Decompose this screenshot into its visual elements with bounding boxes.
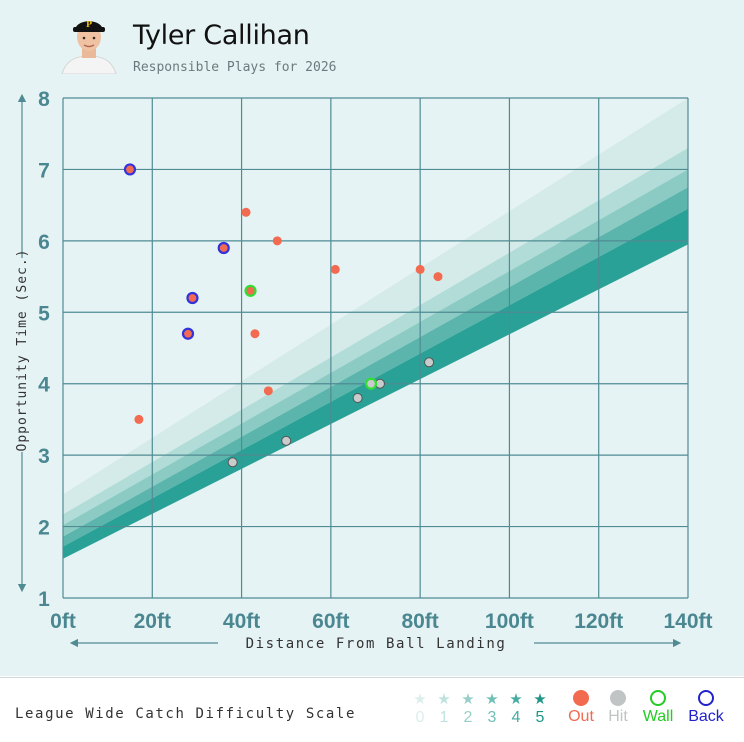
star-icon: ★ <box>509 691 523 708</box>
legend-label: Hit <box>608 708 628 725</box>
x-tick-label: 80ft <box>401 610 438 633</box>
legend-out: Out <box>556 690 606 726</box>
player-name: Tyler Callihan <box>133 20 310 51</box>
back-point <box>186 291 199 305</box>
back-point <box>123 163 137 176</box>
legend-wall: Wall <box>633 690 683 726</box>
y-tick-label: 6 <box>38 231 50 254</box>
out-point <box>272 236 282 246</box>
star-2: ★ 2 <box>458 692 478 728</box>
star-icon: ★ <box>533 691 547 708</box>
star-icon: ★ <box>413 691 427 708</box>
star-0: ★ 0 <box>410 692 430 728</box>
x-tick-label: 20ft <box>134 610 171 633</box>
star-label: 1 <box>439 709 449 726</box>
x-tick-label: 120ft <box>574 610 623 633</box>
difficulty-band-2 <box>63 148 688 526</box>
x-tick-label: 100ft <box>485 610 534 633</box>
star-label: 2 <box>463 709 473 726</box>
difficulty-band-4 <box>63 187 688 547</box>
star-1: ★ 1 <box>434 692 454 728</box>
x-tick-label: 0ft <box>50 610 76 633</box>
difficulty-scale-title: League Wide Catch Difficulty Scale <box>15 706 356 722</box>
svg-text:P: P <box>86 19 92 29</box>
legend-hit: Hit <box>593 690 643 726</box>
star-5: ★ 5 <box>530 692 550 728</box>
wall-point <box>364 377 378 390</box>
out-point <box>263 386 273 396</box>
y-tick-label: 8 <box>38 88 50 111</box>
y-axis-title: Opportunity Time (Sec.) <box>15 248 30 451</box>
x-tick-label: 60ft <box>312 610 349 633</box>
chart-subtitle: Responsible Plays for 2026 <box>133 60 337 75</box>
star-label: 3 <box>487 709 497 726</box>
legend-label: Back <box>688 708 724 725</box>
hit-point <box>281 435 292 446</box>
back-point <box>217 241 230 255</box>
star-label: 0 <box>415 709 425 726</box>
legend-marker-icon <box>650 690 666 706</box>
legend-marker-icon <box>698 690 714 706</box>
y-tick-label: 1 <box>38 588 50 611</box>
star-label: 5 <box>535 709 545 726</box>
y-tick-label: 2 <box>38 517 50 540</box>
star-label: 4 <box>511 709 521 726</box>
star-4: ★ 4 <box>506 692 526 728</box>
legend-marker-icon <box>610 690 626 706</box>
hit-point <box>352 393 363 403</box>
player-headshot: P <box>58 12 120 74</box>
star-3: ★ 3 <box>482 692 502 728</box>
out-point <box>134 414 144 424</box>
x-tick-label: 140ft <box>663 610 712 633</box>
legend-back: Back <box>681 690 731 726</box>
catch-scatter-plot: 0ft 20ft 40ft 60ft 80ft 100ft 120ft 140ft 1 2 3 4 5 6… <box>15 88 713 652</box>
legend-label: Out <box>568 708 594 725</box>
y-tick-label: 4 <box>38 374 50 397</box>
difficulty-legend-footer: League Wide Catch Difficulty Scale ★ 0 ★ 1 ★… <box>0 677 744 742</box>
x-tick-label: 40ft <box>223 610 260 633</box>
legend-label: Wall <box>642 708 674 725</box>
back-point <box>181 327 195 340</box>
y-tick-label: 7 <box>38 159 50 182</box>
out-point <box>330 264 340 274</box>
hit-point <box>227 457 238 468</box>
out-point <box>241 207 251 217</box>
difficulty-band-1 <box>63 98 688 515</box>
star-icon: ★ <box>437 691 451 708</box>
hit-point <box>424 357 435 368</box>
star-icon: ★ <box>485 691 499 708</box>
legend-marker-icon <box>573 690 589 706</box>
wall-point <box>244 284 257 297</box>
x-axis-title: Distance From Ball Landing <box>246 636 507 652</box>
difficulty-band-3 <box>63 169 688 537</box>
star-icon: ★ <box>461 691 475 708</box>
out-point <box>433 272 443 282</box>
out-point <box>250 329 260 339</box>
chart-area: P Tyler Callihan Responsible Plays for 2… <box>0 0 744 676</box>
y-tick-label: 3 <box>38 445 50 468</box>
y-tick-label: 5 <box>38 302 50 325</box>
out-point <box>415 264 425 274</box>
